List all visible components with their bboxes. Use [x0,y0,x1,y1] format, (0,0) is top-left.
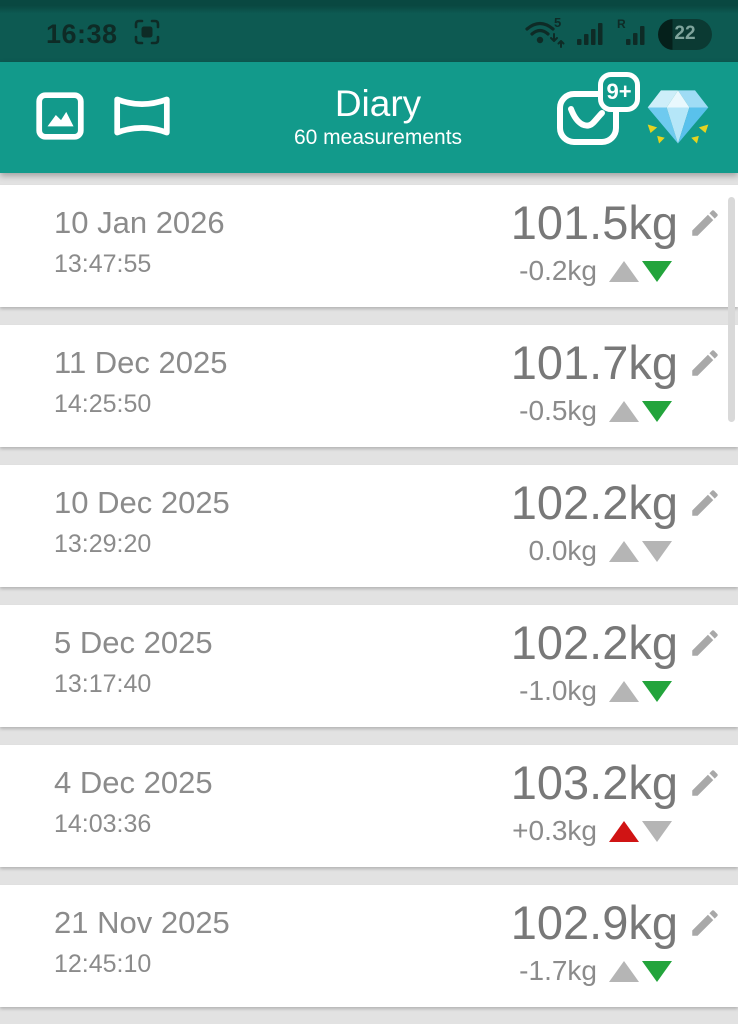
edit-pencil-icon[interactable] [688,906,722,940]
trend-down-icon [642,260,672,282]
measurement-time: 13:47:55 [54,250,152,278]
panorama-icon [112,90,172,145]
photo-button[interactable] [34,90,86,145]
trend-up-icon [609,260,639,282]
weight-value: 103.2kg [510,756,678,809]
svg-text:5: 5 [554,15,561,30]
trend-down-icon [642,680,672,702]
measurement-list: 10 Jan 2026 13:47:55 101.5kg -0.2kg 11 D… [0,173,738,1024]
weight-value: 102.2kg [510,616,678,669]
measurement-time: 13:17:40 [54,670,152,698]
measurement-row[interactable]: 10 Dec 2025 13:29:20 102.2kg 0.0kg [0,465,738,587]
weight-delta: -1.7kg [519,955,597,986]
diamond-icon [642,81,714,154]
measurement-date: 10 Dec 2025 [54,485,230,520]
messages-icon [556,84,622,151]
edit-pencil-icon[interactable] [688,346,722,380]
roaming-signal-icon: R [616,17,648,52]
weight-delta: -0.5kg [519,395,597,426]
wifi-icon: 5 [523,14,565,55]
clock: 16:38 [46,18,118,49]
measurement-row[interactable]: 21 Nov 2025 12:45:10 102.9kg -1.7kg [0,885,738,1007]
trend-down-icon [642,400,672,422]
svg-text:R: R [617,17,626,31]
weight-value: 101.5kg [510,196,678,249]
messages-button[interactable]: 9+ [556,72,640,151]
trend-up-icon [609,400,639,422]
measurement-row[interactable]: 10 Jan 2026 13:47:55 101.5kg -0.2kg [0,185,738,307]
panorama-button[interactable] [112,90,172,145]
weight-delta: -1.0kg [519,675,597,706]
weight-delta: +0.3kg [512,815,597,846]
edit-pencil-icon[interactable] [688,486,722,520]
weight-value: 102.2kg [510,476,678,529]
measurement-date: 10 Jan 2026 [54,205,225,240]
weight-value: 101.7kg [510,336,678,389]
scrollbar[interactable] [728,197,735,422]
measurement-time: 14:25:50 [54,390,152,418]
edit-pencil-icon[interactable] [688,206,722,240]
battery-percent: 22 [674,23,696,44]
photo-icon [34,90,86,145]
measurement-date: 21 Nov 2025 [54,905,230,940]
page-title: Diary [334,83,422,125]
trend-up-icon [609,540,639,562]
trend-down-icon [642,540,672,562]
trend-down-icon [642,960,672,982]
screen-capture-icon [132,17,162,52]
edit-pencil-icon[interactable] [688,766,722,800]
trend-down-icon [642,820,672,842]
battery-icon: 22 [658,18,712,50]
measurement-time: 13:29:20 [54,530,152,558]
measurement-count: 60 measurements [293,125,463,149]
measurement-row[interactable]: 5 Dec 2025 13:17:40 102.2kg -1.0kg [0,605,738,727]
app-bar: Diary 60 measurements 9+ [0,62,738,173]
measurement-time: 12:45:10 [54,950,152,978]
measurement-date: 5 Dec 2025 [54,625,213,660]
premium-button[interactable] [642,81,714,154]
weight-delta: -0.2kg [519,255,597,286]
measurement-date: 4 Dec 2025 [54,765,213,800]
measurement-row[interactable]: 11 Dec 2025 14:25:50 101.7kg -0.5kg [0,325,738,447]
signal-icon [575,17,606,52]
edit-pencil-icon[interactable] [688,626,722,660]
trend-up-icon [609,820,639,842]
measurement-date: 11 Dec 2025 [54,345,228,380]
trend-up-icon [609,960,639,982]
status-bar: 16:38 5 [0,0,738,62]
trend-up-icon [609,680,639,702]
weight-value: 102.9kg [510,896,678,949]
messages-badge: 9+ [598,72,640,112]
measurement-row[interactable]: 4 Dec 2025 14:03:36 103.2kg +0.3kg [0,745,738,867]
measurement-time: 14:03:36 [54,810,152,838]
weight-delta: 0.0kg [528,535,598,566]
